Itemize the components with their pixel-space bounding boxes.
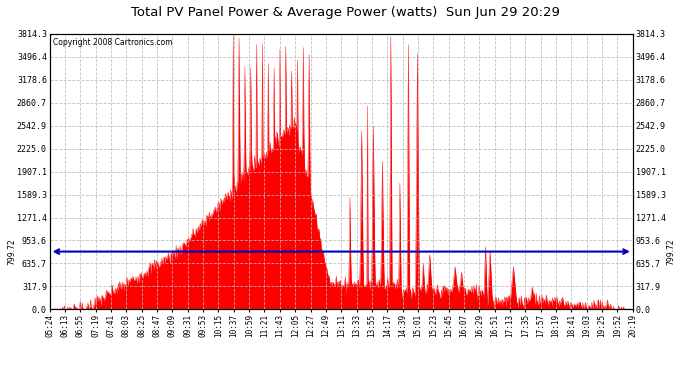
Text: Copyright 2008 Cartronics.com: Copyright 2008 Cartronics.com [52, 38, 172, 47]
Text: Total PV Panel Power & Average Power (watts)  Sun Jun 29 20:29: Total PV Panel Power & Average Power (wa… [130, 6, 560, 19]
Text: 799.72: 799.72 [666, 238, 675, 265]
Text: 799.72: 799.72 [8, 238, 17, 265]
